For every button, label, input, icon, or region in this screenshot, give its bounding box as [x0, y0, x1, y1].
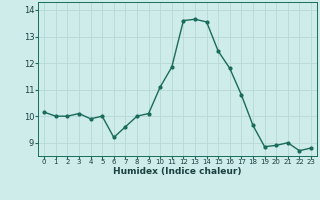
X-axis label: Humidex (Indice chaleur): Humidex (Indice chaleur): [113, 167, 242, 176]
